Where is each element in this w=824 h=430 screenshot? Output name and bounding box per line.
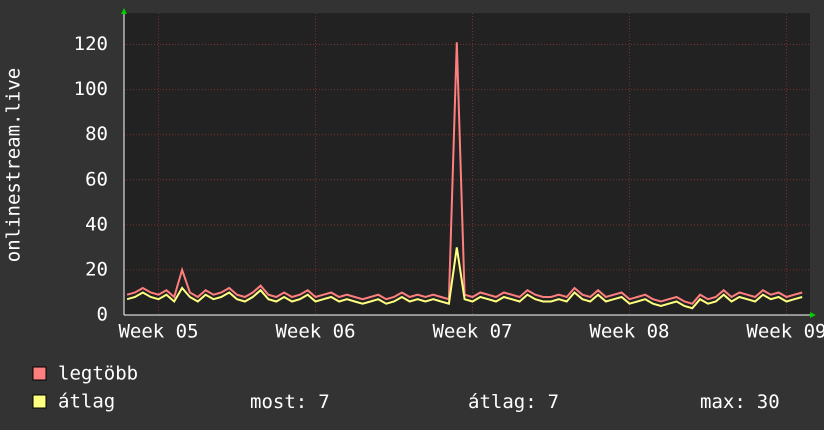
labels: 0 20 40 60 80 100 120 Week 05 Week 06 Week 07 Week…	[74, 33, 824, 342]
stat-label: átlag:	[468, 391, 537, 413]
x-tick-label: Week 07	[432, 321, 512, 343]
y-arrow	[121, 8, 127, 14]
legend-label: legtöbb	[58, 363, 138, 385]
legend-swatch	[32, 394, 47, 409]
plot-area	[124, 13, 810, 315]
legend: legtöbb átlag most: 7 átlag: 7 max: 30	[32, 363, 780, 413]
y-tick-label: 20	[85, 258, 108, 280]
legend-label: átlag	[58, 391, 115, 413]
legend-swatch	[32, 366, 47, 381]
stat-value: 7	[548, 391, 559, 413]
x-tick-label: Week 05	[118, 321, 198, 343]
y-tick-label: 100	[74, 78, 108, 100]
y-tick-label: 120	[74, 33, 108, 55]
stat-label: most:	[250, 391, 307, 413]
y-tick-label: 80	[85, 123, 108, 145]
lines	[126, 42, 803, 310]
y-tick-label: 60	[85, 168, 108, 190]
stat: max: 30	[700, 391, 780, 413]
series-line	[126, 247, 803, 310]
y-tick-label: 0	[97, 304, 108, 326]
x-tick-label: Week 06	[275, 321, 355, 343]
stat-value: 30	[757, 391, 780, 413]
y-axis-title: onlinestream.live	[3, 68, 25, 262]
stat-value: 7	[318, 391, 329, 413]
y-tick-label: 40	[85, 213, 108, 235]
stat-label: max:	[700, 391, 746, 413]
x-arrow	[810, 312, 816, 318]
x-tick-label: Week 09	[746, 321, 824, 343]
stat: most: 7	[250, 391, 330, 413]
stat: átlag: 7	[468, 391, 559, 413]
x-tick-label: Week 08	[589, 321, 669, 343]
